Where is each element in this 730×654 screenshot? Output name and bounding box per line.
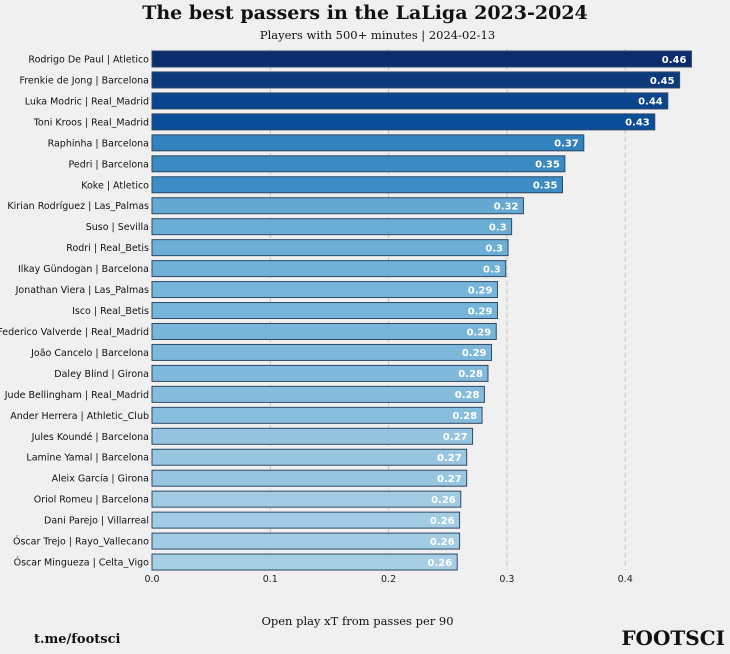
data-label: 0.43 xyxy=(625,118,650,129)
y-tick-label: Raphinha | Barcelona xyxy=(48,138,149,149)
y-tick-label: João Cancelo | Barcelona xyxy=(30,348,149,359)
x-tick-label: 0.2 xyxy=(381,574,396,585)
chart-subtitle: Players with 500+ minutes | 2024-02-13 xyxy=(259,28,496,42)
y-tick-label: Rodri | Real_Betis xyxy=(66,243,149,254)
bar xyxy=(151,260,507,278)
data-label: 0.44 xyxy=(638,97,663,108)
bar xyxy=(151,490,462,508)
y-tick-label: Jules Koundé | Barcelona xyxy=(31,432,149,443)
data-label: 0.35 xyxy=(533,181,558,192)
y-tick-label: Suso | Sevilla xyxy=(86,222,149,233)
bar xyxy=(151,134,585,152)
bar xyxy=(151,155,566,173)
bar xyxy=(151,469,468,487)
data-label: 0.27 xyxy=(437,453,462,464)
data-label: 0.3 xyxy=(489,222,507,233)
bar xyxy=(151,364,489,382)
data-label: 0.28 xyxy=(452,411,477,422)
y-tick-label: Oriol Romeu | Barcelona xyxy=(34,495,149,506)
y-tick-label: Isco | Real_Betis xyxy=(72,306,149,317)
y-tick-label: Óscar Mingueza | Celta_Vigo xyxy=(14,557,150,569)
data-label: 0.32 xyxy=(494,202,519,213)
data-label: 0.46 xyxy=(662,55,687,66)
y-tick-label: Daley Blind | Girona xyxy=(54,369,149,380)
data-label: 0.26 xyxy=(430,516,455,527)
bar xyxy=(151,50,692,68)
y-tick-label: Dani Parejo | Villarreal xyxy=(44,516,149,527)
y-tick-label: Ilkay Gündogan | Barcelona xyxy=(18,264,149,275)
bar xyxy=(151,322,497,340)
bar xyxy=(151,511,461,529)
bar xyxy=(151,71,681,89)
bar xyxy=(151,427,474,445)
bar xyxy=(151,302,498,320)
bar xyxy=(151,532,461,550)
y-tick-label: Lamine Yamal | Barcelona xyxy=(26,453,149,464)
data-label: 0.37 xyxy=(554,139,579,150)
chart-title: The best passers in the LaLiga 2023-2024 xyxy=(142,2,588,24)
bar xyxy=(151,343,493,361)
x-axis-label: Open play xT from passes per 90 xyxy=(261,614,454,628)
data-label: 0.3 xyxy=(485,243,503,254)
bar xyxy=(151,176,564,194)
y-tick-label: Luka Modric | Real_Madrid xyxy=(25,96,149,107)
y-tick-label: Aleix García | Girona xyxy=(52,474,149,485)
data-label: 0.26 xyxy=(431,495,456,506)
x-tick-label: 0.0 xyxy=(144,574,159,585)
y-tick-label: Pedri | Barcelona xyxy=(69,159,149,170)
y-tick-label: Jude Bellingham | Real_Madrid xyxy=(4,390,149,401)
bar xyxy=(151,92,669,110)
bar xyxy=(151,281,498,299)
data-label: 0.28 xyxy=(455,390,480,401)
y-tick-label: Toni Kroos | Real_Madrid xyxy=(33,117,149,128)
y-tick-label: Kirian Rodríguez | Las_Palmas xyxy=(7,201,149,212)
y-tick-label: Frenkie de Jong | Barcelona xyxy=(19,75,149,86)
y-tick-label: Jonathan Viera | Las_Palmas xyxy=(15,285,149,296)
data-label: 0.26 xyxy=(428,558,453,569)
data-label: 0.29 xyxy=(468,285,493,296)
x-tick-label: 0.3 xyxy=(499,574,514,585)
bar xyxy=(151,385,485,403)
data-label: 0.29 xyxy=(468,306,493,317)
data-label: 0.35 xyxy=(535,160,560,171)
data-label: 0.27 xyxy=(437,474,462,485)
bar xyxy=(151,113,656,131)
data-label: 0.3 xyxy=(483,264,501,275)
footer-brand-logo: FOOTSCI xyxy=(621,626,725,650)
x-tick-label: 0.4 xyxy=(618,574,633,585)
bar xyxy=(151,406,483,424)
y-tick-label: Koke | Atletico xyxy=(81,180,149,191)
data-label: 0.29 xyxy=(467,327,492,338)
y-tick-label: Ander Herrera | Athletic_Club xyxy=(10,411,149,422)
data-label: 0.45 xyxy=(650,76,675,87)
data-label: 0.28 xyxy=(458,369,483,380)
bar xyxy=(151,197,524,215)
y-tick-label: Óscar Trejo | Rayo_Vallecano xyxy=(13,536,149,548)
x-tick-label: 0.1 xyxy=(263,574,278,585)
y-tick-label: Rodrigo De Paul | Atletico xyxy=(28,55,149,66)
data-label: 0.29 xyxy=(462,348,487,359)
y-tick-label: Federico Valverde | Real_Madrid xyxy=(0,327,149,338)
data-label: 0.26 xyxy=(430,537,455,548)
bar xyxy=(151,218,513,236)
bar xyxy=(151,448,468,466)
bar xyxy=(151,553,458,571)
data-label: 0.27 xyxy=(443,432,468,443)
footer-handle: t.me/footsci xyxy=(34,632,121,647)
bar xyxy=(151,239,509,257)
